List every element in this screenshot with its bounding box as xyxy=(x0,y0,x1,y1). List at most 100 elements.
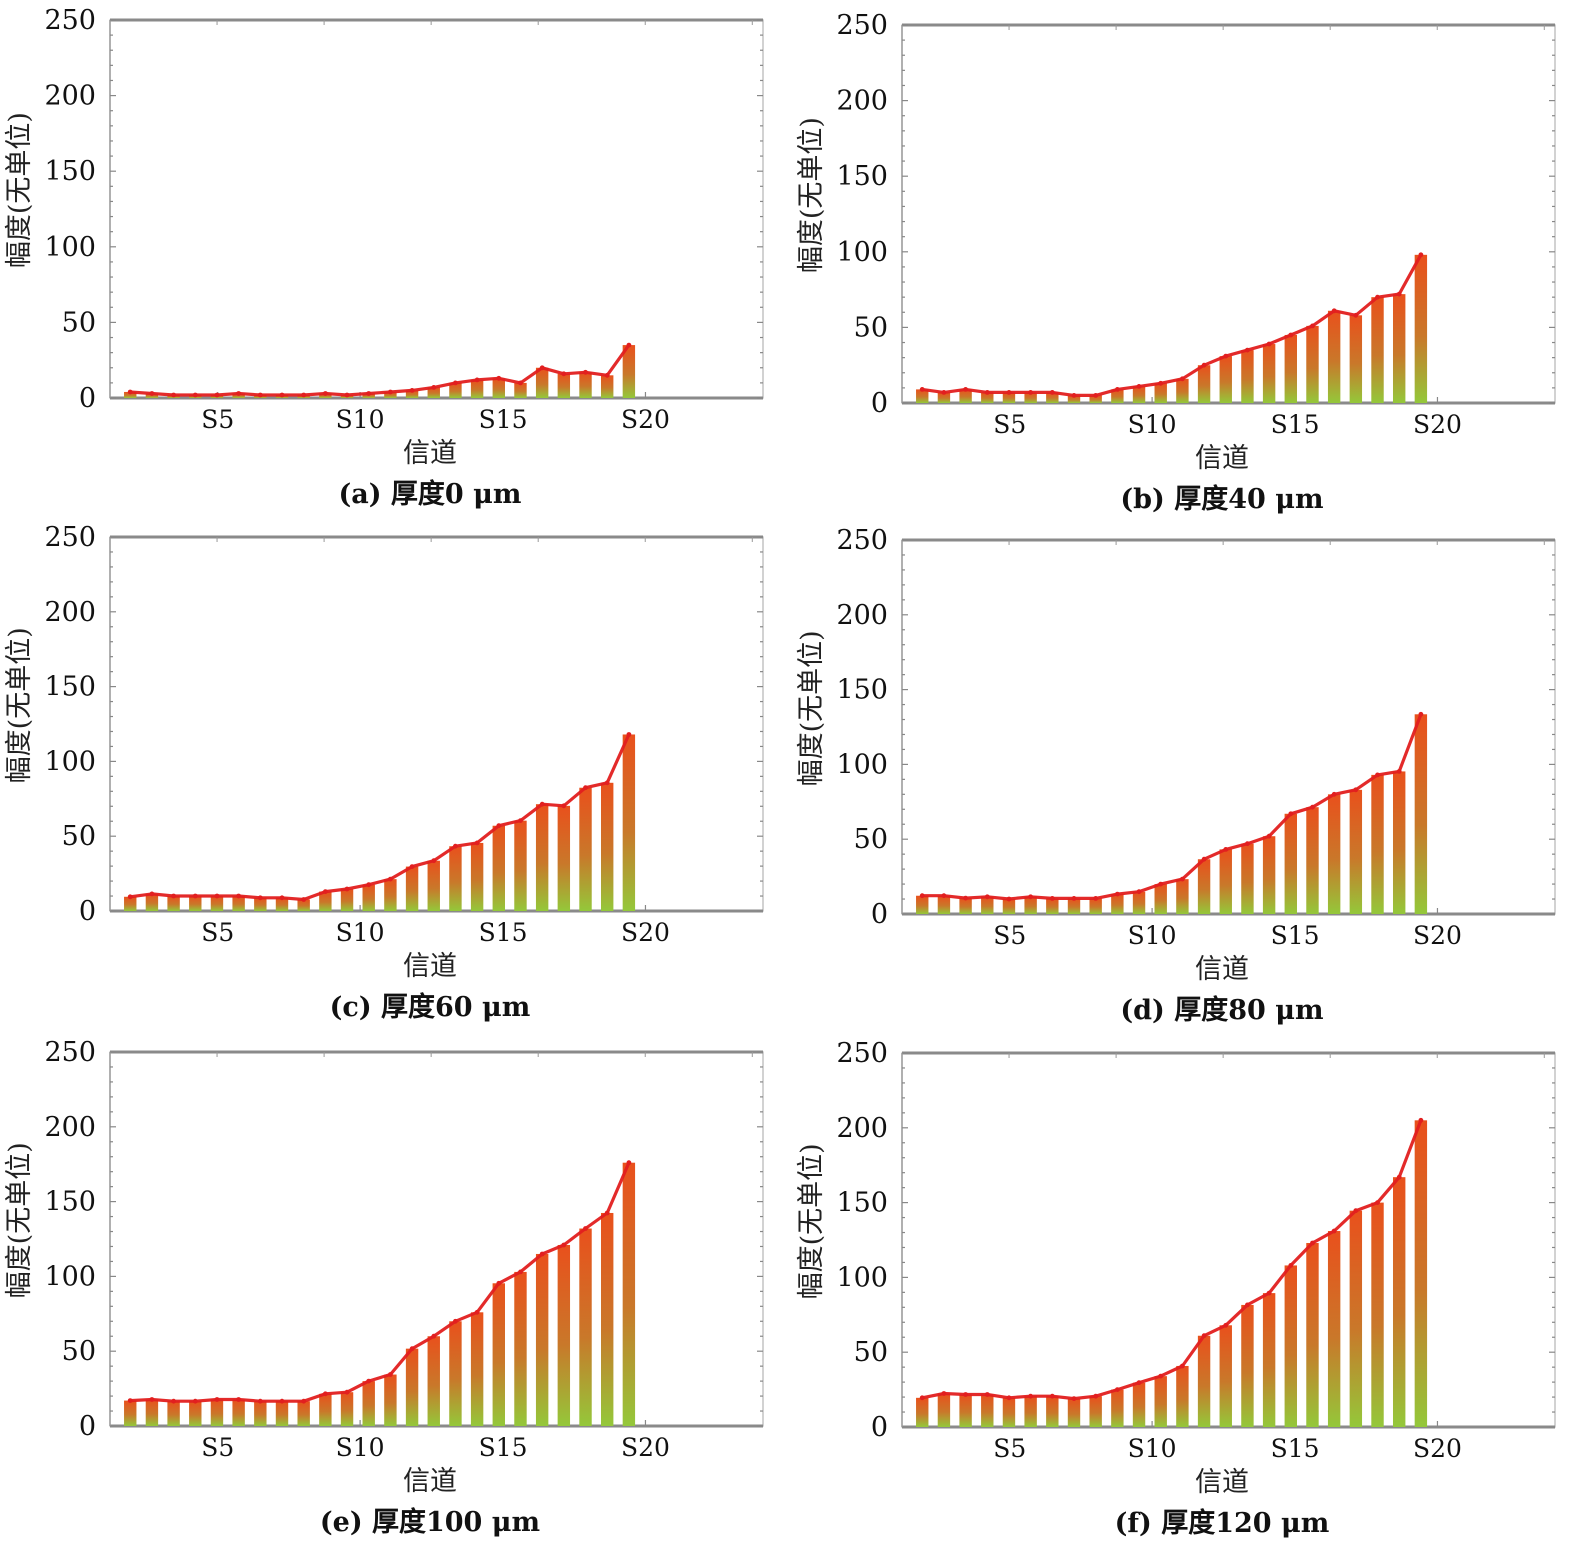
data-point xyxy=(1375,772,1380,778)
data-point xyxy=(192,893,198,899)
x-axis-title: 信道 xyxy=(1195,1467,1249,1498)
data-point xyxy=(149,1397,155,1402)
bar xyxy=(1111,1389,1124,1427)
bar xyxy=(1241,1304,1254,1427)
data-point xyxy=(279,1398,285,1404)
y-tick-label: 0 xyxy=(871,899,888,930)
bar xyxy=(470,842,484,911)
data-point xyxy=(1418,711,1424,717)
bar xyxy=(124,1400,137,1426)
data-point xyxy=(431,1333,437,1339)
bar xyxy=(1132,891,1146,914)
bar xyxy=(1392,1177,1406,1427)
data-point xyxy=(236,893,242,899)
plot-frame xyxy=(901,24,1556,404)
y-tick-label: 0 xyxy=(79,1411,96,1442)
data-point xyxy=(171,1398,177,1404)
data-point xyxy=(1375,1200,1380,1205)
bar xyxy=(232,1399,245,1426)
data-point xyxy=(1288,811,1294,817)
x-tick-label: S5 xyxy=(993,1434,1026,1463)
data-point xyxy=(409,388,415,393)
data-point xyxy=(496,375,502,381)
x-tick-label: S10 xyxy=(336,1433,385,1462)
bar xyxy=(916,389,929,403)
x-tick-label: S15 xyxy=(479,1433,528,1462)
data-point xyxy=(1266,833,1272,839)
data-point xyxy=(1115,1387,1120,1392)
data-point xyxy=(1418,252,1424,258)
x-tick-label: S10 xyxy=(1128,921,1177,950)
x-axis-title: 信道 xyxy=(1195,443,1249,474)
bar xyxy=(1067,898,1081,914)
bar xyxy=(405,390,419,398)
y-tick-label: 100 xyxy=(44,1261,96,1292)
bar xyxy=(557,373,571,398)
data-point xyxy=(388,876,393,882)
bar xyxy=(124,391,137,398)
bar xyxy=(189,1401,202,1426)
bar xyxy=(340,889,354,911)
bar xyxy=(384,1374,397,1426)
y-tick-label: 0 xyxy=(871,388,888,419)
data-point xyxy=(1006,390,1012,395)
bar xyxy=(535,367,549,398)
data-point xyxy=(431,385,437,390)
bar xyxy=(557,1244,571,1426)
y-tick-label: 50 xyxy=(854,1337,888,1368)
data-point xyxy=(941,1391,947,1396)
data-point xyxy=(257,1398,263,1404)
bar xyxy=(1327,1231,1341,1427)
data-point xyxy=(1266,1290,1272,1296)
data-point xyxy=(963,1392,968,1397)
data-point xyxy=(149,891,155,897)
bar xyxy=(1349,789,1363,914)
data-point xyxy=(301,392,307,398)
data-point xyxy=(1223,847,1229,852)
data-point xyxy=(1245,841,1250,847)
y-tick-label: 250 xyxy=(44,522,96,553)
y-tick-label: 0 xyxy=(871,1412,888,1443)
data-point xyxy=(431,858,437,864)
series-line xyxy=(922,713,1423,901)
bar xyxy=(579,787,592,911)
data-point xyxy=(1049,896,1055,901)
data-point xyxy=(583,369,588,375)
bar xyxy=(1154,884,1167,914)
bar xyxy=(981,1394,994,1427)
bar xyxy=(959,389,972,403)
bar xyxy=(1046,392,1059,403)
data-point xyxy=(1071,1396,1077,1401)
data-point xyxy=(279,895,285,901)
panel-caption: (e) 厚度100 μm xyxy=(320,1506,540,1538)
data-point xyxy=(1006,896,1012,902)
y-tick-label: 250 xyxy=(44,5,96,36)
y-axis-title: 幅度(无单位) xyxy=(4,112,35,268)
plot-frame xyxy=(109,19,764,399)
bar xyxy=(1349,315,1363,403)
data-point xyxy=(604,1210,610,1216)
data-point xyxy=(583,1226,588,1231)
data-point xyxy=(388,389,393,395)
data-point xyxy=(604,372,610,378)
y-axis-title: 幅度(无单位) xyxy=(796,630,827,786)
bar xyxy=(1284,1265,1297,1427)
bar xyxy=(1002,1397,1016,1427)
bar xyxy=(1262,1293,1276,1427)
bar xyxy=(1046,1396,1059,1427)
bar xyxy=(535,804,549,911)
bar xyxy=(1067,1398,1081,1427)
bar xyxy=(362,1381,375,1426)
bar xyxy=(1219,849,1232,914)
y-tick-label: 200 xyxy=(836,86,888,117)
data-point xyxy=(561,803,567,809)
bar xyxy=(384,391,397,398)
data-point xyxy=(1310,323,1315,329)
bar xyxy=(1002,392,1016,403)
y-tick-label: 50 xyxy=(62,1336,96,1367)
y-tick-label: 200 xyxy=(44,81,96,112)
data-point xyxy=(409,1346,415,1352)
bar xyxy=(1414,1120,1428,1427)
data-point xyxy=(474,377,480,383)
